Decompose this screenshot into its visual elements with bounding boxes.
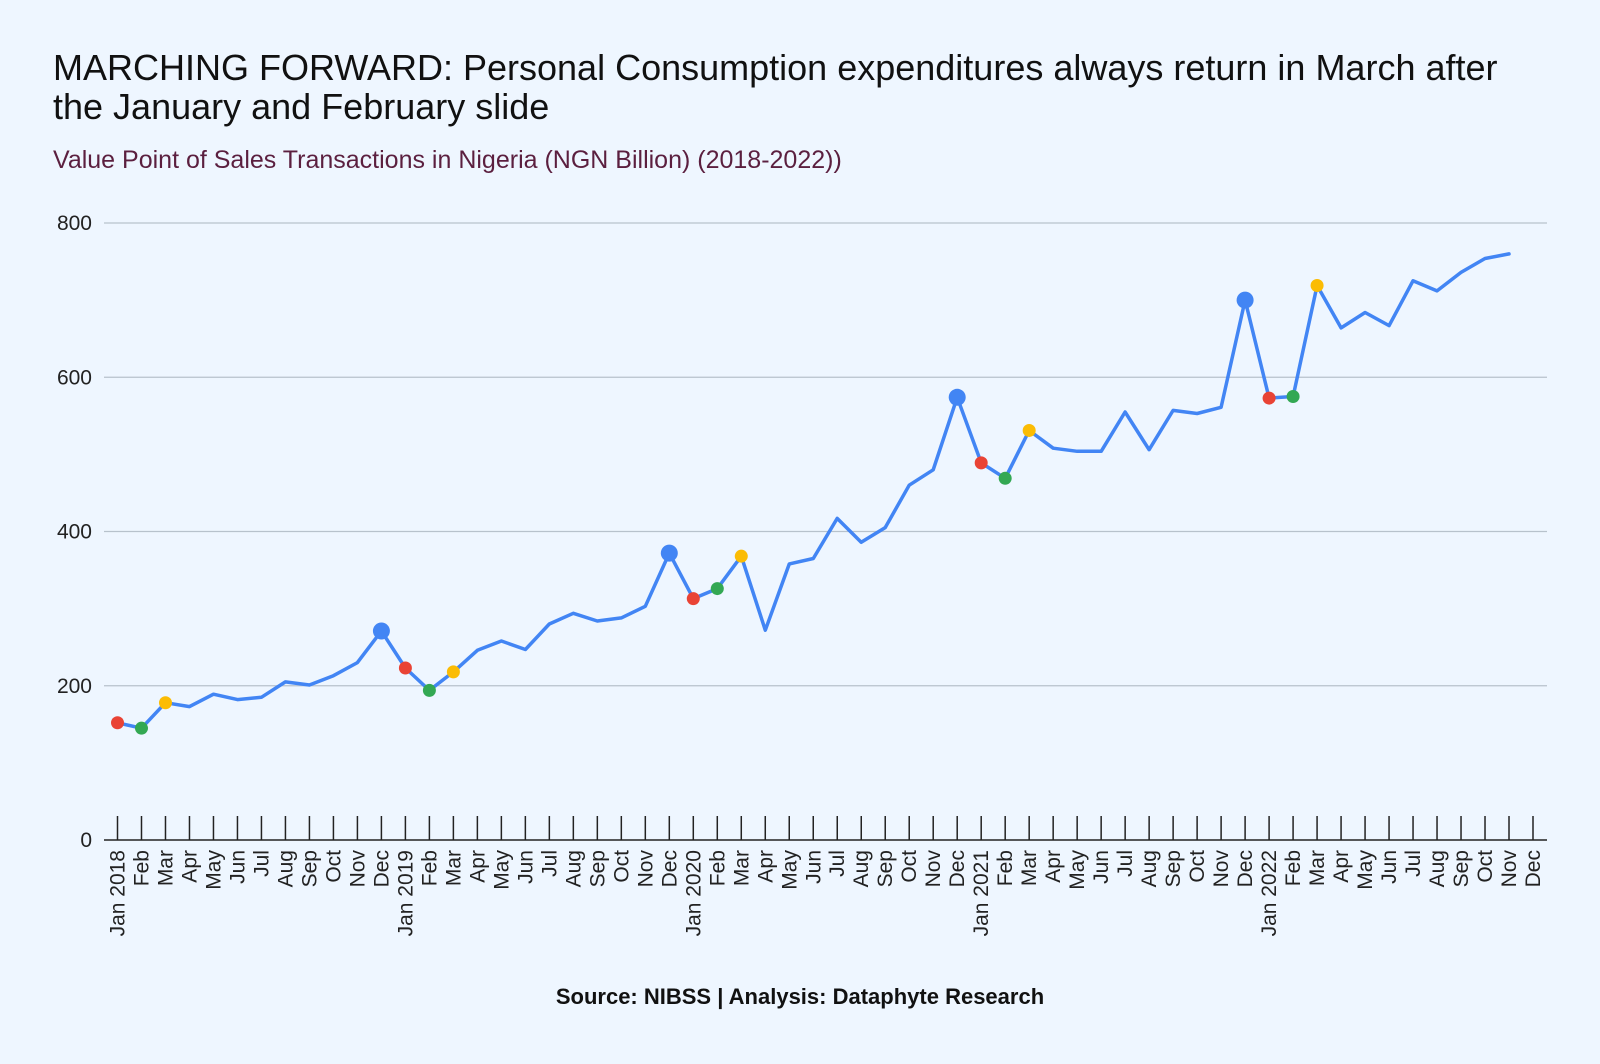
x-tick-label: Sep xyxy=(874,850,897,887)
x-tick-label: Jul xyxy=(538,850,561,877)
source-note: Source: NIBSS | Analysis: Dataphyte Rese… xyxy=(555,984,1045,1009)
x-tick-label: Jun xyxy=(226,850,249,884)
x-tick-label: Apr xyxy=(178,850,201,883)
chart-title: MARCHING FORWARD: Personal Consumption e… xyxy=(53,47,1498,127)
marker-mar-2020 xyxy=(734,549,748,563)
y-tick-label-600: 600 xyxy=(57,366,92,389)
x-tick-label: Aug xyxy=(1138,850,1161,887)
x-tick-label: Nov xyxy=(1210,850,1233,888)
marker-dec-2020 xyxy=(948,388,966,406)
x-tick-label: Dec xyxy=(946,850,969,887)
x-tick-label: Sep xyxy=(298,850,321,887)
x-tick-label: May xyxy=(490,850,513,890)
marker-mar-2021 xyxy=(1022,423,1036,437)
x-tick-label: Jul xyxy=(1402,850,1425,877)
x-tick-label: Aug xyxy=(1426,850,1449,887)
x-tick-label: Sep xyxy=(1450,850,1473,887)
chart-subtitle: Value Point of Sales Transactions in Nig… xyxy=(53,146,842,174)
x-tick-label: Apr xyxy=(1330,850,1353,883)
marker-feb-2018 xyxy=(134,721,148,735)
x-tick-label: Sep xyxy=(586,850,609,887)
marker-jan-2019 xyxy=(398,661,412,675)
x-tick-label: Oct xyxy=(1186,850,1209,883)
x-tick-label: Jul xyxy=(250,850,273,877)
x-tick-label: Oct xyxy=(610,850,633,883)
x-tick-label: Dec xyxy=(1234,850,1257,887)
x-tick-label: Mar xyxy=(442,850,465,886)
x-tick-label: Oct xyxy=(1474,850,1497,883)
x-tick-label: Jun xyxy=(514,850,537,884)
marker-feb-2019 xyxy=(422,683,436,697)
x-tick-label: Oct xyxy=(322,850,345,883)
x-tick-label: Aug xyxy=(850,850,873,887)
marker-dec-2018 xyxy=(372,622,390,640)
x-tick-label: Jul xyxy=(1114,850,1137,877)
x-tick-label: Mar xyxy=(1018,850,1041,886)
marker-mar-2019 xyxy=(446,665,460,679)
marker-jan-2021 xyxy=(974,456,988,470)
marker-mar-2018 xyxy=(158,696,172,710)
marker-jan-2022 xyxy=(1262,391,1276,405)
marker-mar-2022 xyxy=(1310,278,1324,292)
marker-feb-2022 xyxy=(1286,390,1300,404)
marker-feb-2021 xyxy=(998,471,1012,485)
x-tick-label: May xyxy=(202,850,225,890)
x-tick-label: Jun xyxy=(802,850,825,884)
x-tick-label: Jan 2020 xyxy=(682,850,705,936)
x-axis: Jan 2018 Feb Mar Apr May Jun Jul Aug Sep Oct Nov De… xyxy=(104,816,1547,936)
series-line-0 xyxy=(115,252,1511,730)
x-tick-label: Apr xyxy=(466,850,489,883)
marker-dec-2021 xyxy=(1236,291,1254,309)
x-tick-label: Apr xyxy=(754,850,777,883)
x-tick-label: Aug xyxy=(562,850,585,887)
marker-dec-2019 xyxy=(660,544,678,562)
x-tick-label: Dec xyxy=(658,850,681,887)
highlight-markers xyxy=(111,278,1324,735)
x-tick-label: May xyxy=(1066,850,1089,890)
x-tick-label: Jun xyxy=(1090,850,1113,884)
marker-feb-2020 xyxy=(710,582,724,596)
y-tick-label-800: 800 xyxy=(57,212,92,235)
gridlines xyxy=(104,222,1547,687)
series-line xyxy=(115,252,1511,730)
marker-jan-2020 xyxy=(686,592,700,606)
x-tick-label: Mar xyxy=(154,850,177,886)
x-tick-label: Jun xyxy=(1378,850,1401,884)
x-tick-label: Nov xyxy=(634,850,657,888)
x-tick-label: Jan 2019 xyxy=(394,850,417,936)
x-tick-label: Nov xyxy=(1498,850,1521,888)
x-tick-label: Oct xyxy=(898,850,921,883)
x-tick-label: Dec xyxy=(370,850,393,887)
x-tick-label: Sep xyxy=(1162,850,1185,887)
x-tick-label: Jan 2022 xyxy=(1258,850,1281,936)
x-tick-label: Mar xyxy=(730,850,753,886)
x-tick-label: Apr xyxy=(1042,850,1065,883)
marker-jan-2018 xyxy=(111,716,124,730)
x-tick-label: Mar xyxy=(1306,850,1329,886)
x-tick-label: Feb xyxy=(994,850,1017,886)
x-tick-label: Nov xyxy=(346,850,369,888)
x-tick-label: May xyxy=(778,850,801,890)
y-tick-label-200: 200 xyxy=(57,675,92,698)
x-tick-label: May xyxy=(1354,850,1377,890)
x-tick-label: Aug xyxy=(274,850,297,887)
x-tick-label: Nov xyxy=(922,850,945,888)
x-tick-label: Feb xyxy=(706,850,729,886)
x-tick-label: Feb xyxy=(130,850,153,886)
x-tick-label: Dec xyxy=(1522,850,1545,887)
y-tick-label-0: 0 xyxy=(80,829,92,852)
y-axis-tick-labels: 0 200 400 600 800 xyxy=(57,212,92,852)
x-tick-label: Feb xyxy=(418,850,441,886)
x-tick-label: Jan 2021 xyxy=(970,850,993,936)
x-tick-label: Jan 2018 xyxy=(107,850,130,936)
x-tick-label: Jul xyxy=(826,850,849,877)
y-tick-label-400: 400 xyxy=(57,521,92,544)
x-tick-label: Feb xyxy=(1282,850,1305,886)
